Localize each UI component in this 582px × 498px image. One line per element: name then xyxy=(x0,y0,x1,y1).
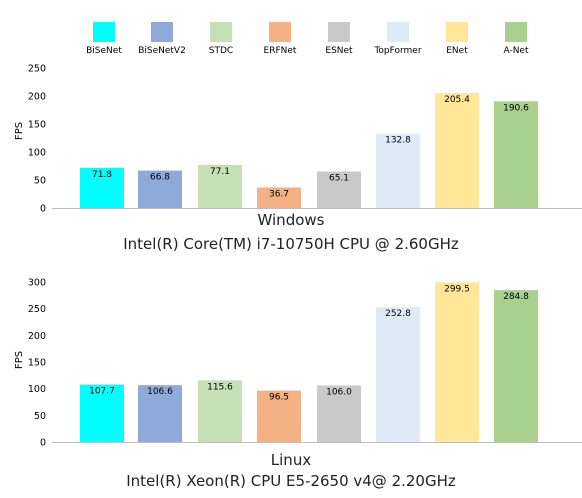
panel1-y-tick-label: 250 xyxy=(28,64,46,75)
panel2-y-tick-label: 300 xyxy=(28,278,46,289)
panel1-y-tick-label: 0 xyxy=(40,204,46,215)
panel1-cpu-caption: Intel(R) Core(TM) i7-10750H CPU @ 2.60GH… xyxy=(123,235,459,253)
legend-swatch xyxy=(387,22,409,42)
panel2-cpu-caption: Intel(R) Xeon(R) CPU E5-2650 v4@ 2.20GHz xyxy=(126,472,456,490)
panel1-y-tick-label: 100 xyxy=(28,148,46,159)
panel2-bar-bisenetv2 xyxy=(138,385,182,442)
panel1-bar-topformer xyxy=(376,133,420,208)
panel2-bar-enet xyxy=(435,282,479,442)
chart-legend: BiSeNet BiSeNetV2 STDC ERFNet ESNet TopFormer… xyxy=(0,22,582,62)
panel2-data-label: 106.6 xyxy=(147,387,173,397)
legend-swatch xyxy=(269,22,291,42)
legend-item-stdc: STDC xyxy=(181,22,261,56)
legend-swatch xyxy=(151,22,173,42)
legend-swatch xyxy=(505,22,527,42)
panel2-y-axis-label: FPS xyxy=(14,351,25,369)
panel2-data-label: 299.5 xyxy=(444,284,470,294)
panel1-bar-bisenet xyxy=(80,167,124,208)
legend-label: A-Net xyxy=(503,46,529,56)
legend-label: STDC xyxy=(208,46,234,56)
legend-swatch xyxy=(328,22,350,42)
panel2-data-label: 107.7 xyxy=(89,387,115,397)
panel1-data-label: 66.8 xyxy=(150,173,170,183)
panel1-data-label: 132.8 xyxy=(385,136,411,146)
panel2-bar-stdc xyxy=(198,380,242,442)
legend-item-esnet: ESNet xyxy=(299,22,379,56)
panel1-data-label: 77.1 xyxy=(210,167,230,177)
panel1-bar-enet xyxy=(435,92,479,208)
panel1-bar-erfnet xyxy=(257,187,301,208)
legend-label: ENet xyxy=(446,46,468,56)
panel1-os-caption: Windows xyxy=(257,211,325,229)
legend-swatch xyxy=(210,22,232,42)
legend-label: BiSeNet xyxy=(86,46,122,56)
panel2-data-label: 106.0 xyxy=(326,387,352,397)
panel2-data-label: 96.5 xyxy=(269,393,289,403)
panel2-y-tick-label: 250 xyxy=(28,304,46,315)
panel1-data-label: 65.1 xyxy=(329,174,349,184)
panel1-bar-esnet xyxy=(317,171,361,208)
panel2-os-caption: Linux xyxy=(270,451,312,469)
panel2-y-tick-label: 100 xyxy=(28,384,46,395)
panel2-data-label: 252.8 xyxy=(385,309,411,319)
panel1-y-tick-label: 50 xyxy=(34,176,46,187)
legend-item-enet: ENet xyxy=(417,22,497,56)
panel1-bar-stdc xyxy=(198,164,242,208)
legend-label: TopFormer xyxy=(374,46,422,56)
panel2-bar-esnet xyxy=(317,385,361,442)
legend-label: ESNet xyxy=(325,46,353,56)
panel2-y-tick-label: 200 xyxy=(28,331,46,342)
panel2-y-tick-label: 50 xyxy=(34,411,46,422)
legend-label: ERFNet xyxy=(263,46,297,56)
legend-item-bisenet: BiSeNet xyxy=(64,22,144,56)
panel2-bar-erfnet xyxy=(257,390,301,442)
panel2-data-label: 284.8 xyxy=(503,292,529,302)
legend-swatch xyxy=(446,22,468,42)
panel1-data-label: 205.4 xyxy=(444,95,470,105)
legend-label: BiSeNetV2 xyxy=(138,46,186,56)
panel1-data-label: 71.8 xyxy=(92,170,112,180)
panel2-data-label: 115.6 xyxy=(207,382,233,392)
panel1-data-label: 36.7 xyxy=(269,189,289,199)
legend-item-bisenetv2: BiSeNetV2 xyxy=(122,22,202,56)
panel2-y-tick-label: 150 xyxy=(28,358,46,369)
panel1-y-tick-label: 200 xyxy=(28,92,46,103)
panel1-data-label: 190.6 xyxy=(503,103,529,113)
legend-item-erfnet: ERFNet xyxy=(240,22,320,56)
panel1-bar-a-net xyxy=(494,101,538,208)
panel2-bar-a-net xyxy=(494,290,538,442)
panel1-y-tick-label: 150 xyxy=(28,120,46,131)
panel1-y-axis-label: FPS xyxy=(14,122,25,140)
legend-item-a-net: A-Net xyxy=(476,22,556,56)
panel2-y-tick-label: 0 xyxy=(40,438,46,449)
legend-item-topformer: TopFormer xyxy=(358,22,438,56)
legend-swatch xyxy=(93,22,115,42)
panel1-bar-bisenetv2 xyxy=(138,170,182,208)
panel2-bar-bisenet xyxy=(80,384,124,442)
panel2-bar-topformer xyxy=(376,307,420,442)
